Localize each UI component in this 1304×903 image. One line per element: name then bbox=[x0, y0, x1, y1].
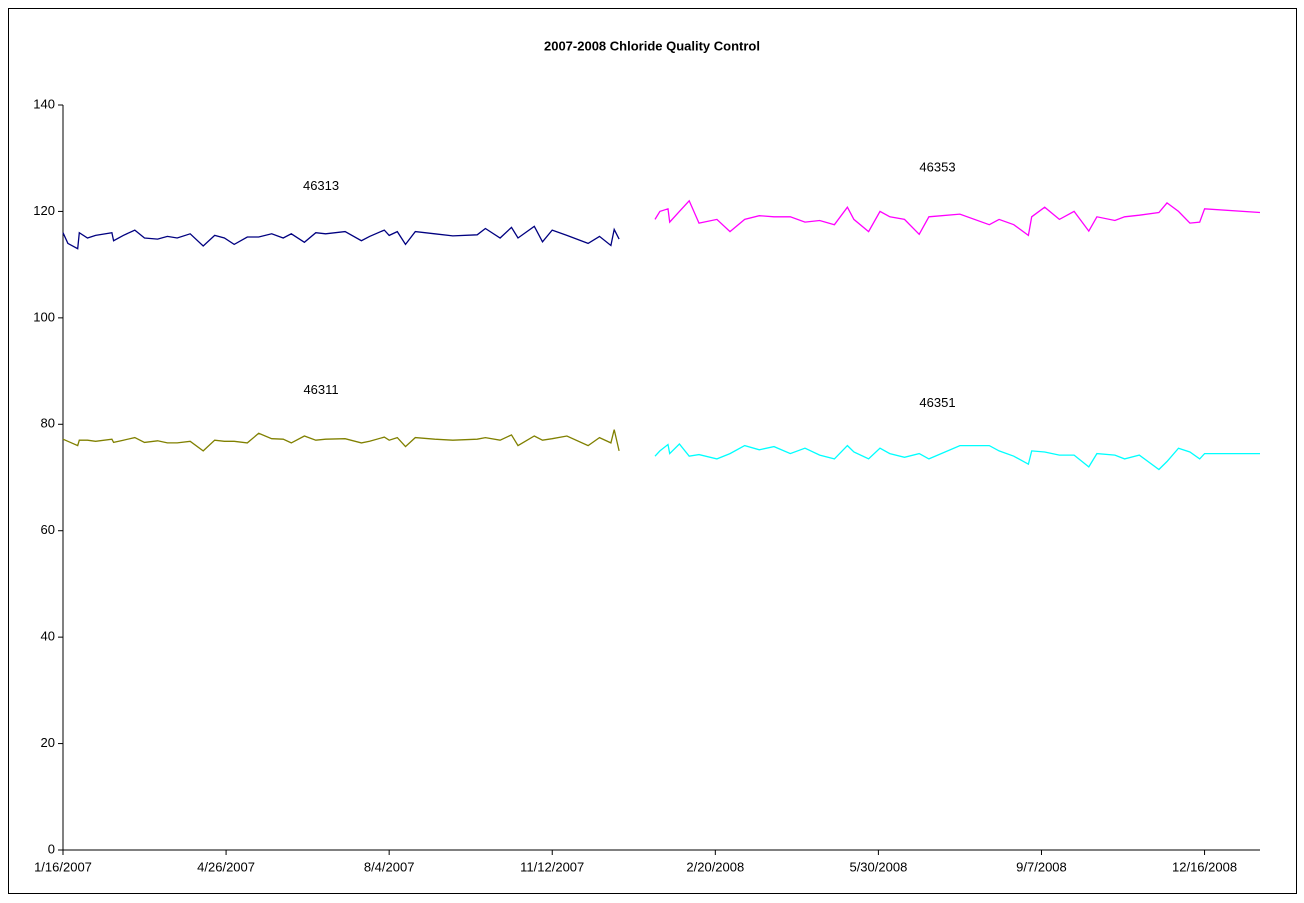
series-line bbox=[654, 443, 1260, 471]
y-tick-label: 0 bbox=[48, 841, 55, 856]
series-line bbox=[62, 225, 620, 250]
x-tick-label: 4/26/2007 bbox=[197, 859, 255, 874]
series-label: 46353 bbox=[919, 159, 955, 174]
y-tick-label: 40 bbox=[41, 629, 55, 644]
x-tick-label: 9/7/2008 bbox=[1016, 859, 1067, 874]
y-tick-label: 120 bbox=[33, 203, 55, 218]
y-tick-label: 20 bbox=[41, 735, 55, 750]
chart-border bbox=[8, 8, 1297, 894]
chart-title: 2007-2008 Chloride Quality Control bbox=[544, 38, 760, 53]
x-tick-label: 5/30/2008 bbox=[849, 859, 907, 874]
series-label: 46351 bbox=[919, 395, 955, 410]
series-label: 46311 bbox=[303, 382, 338, 397]
y-tick-label: 140 bbox=[33, 96, 55, 111]
y-tick-label: 100 bbox=[33, 309, 55, 324]
y-tick-label: 60 bbox=[41, 522, 55, 537]
x-tick-label: 11/12/2007 bbox=[520, 859, 584, 874]
x-tick-label: 8/4/2007 bbox=[364, 859, 415, 874]
series-line bbox=[62, 429, 620, 452]
series-line bbox=[654, 199, 1261, 237]
x-tick-label: 2/20/2008 bbox=[686, 859, 744, 874]
x-tick-label: 1/16/2007 bbox=[34, 859, 92, 874]
series-label: 46313 bbox=[303, 178, 339, 193]
y-tick-label: 80 bbox=[41, 416, 55, 431]
x-tick-label: 12/16/2008 bbox=[1172, 859, 1237, 874]
